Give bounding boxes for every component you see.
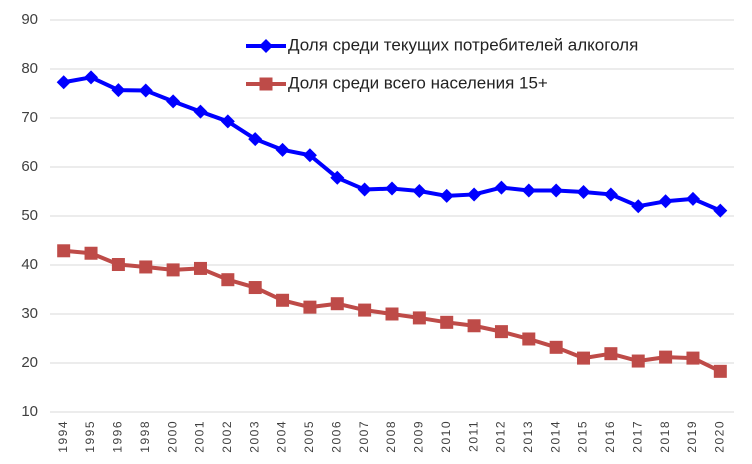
point [494, 325, 508, 339]
x-tick-label: 2012 [494, 420, 508, 453]
point [686, 351, 700, 365]
x-tick-label: 1998 [138, 420, 152, 453]
point [275, 142, 290, 157]
point [221, 273, 235, 287]
point [385, 307, 399, 321]
point [56, 75, 71, 90]
point [685, 191, 700, 206]
point [358, 303, 372, 317]
point [439, 188, 454, 203]
x-tick-label: 1994 [56, 420, 70, 453]
x-tick-label: 2004 [275, 420, 289, 453]
x-tick-label: 2005 [302, 420, 316, 453]
point [303, 300, 317, 314]
x-tick-label: 2006 [329, 420, 343, 453]
x-tick-label: 2013 [521, 420, 535, 453]
point [84, 246, 98, 260]
point [57, 244, 71, 258]
y-tick-label: 10 [21, 403, 38, 420]
x-tick-label: 1995 [83, 420, 97, 453]
y-tick-label: 70 [21, 109, 38, 126]
y-tick-label: 50 [21, 207, 38, 224]
point [549, 340, 563, 354]
legend-marker [259, 39, 273, 53]
point [193, 261, 207, 275]
point [494, 180, 509, 195]
x-tick-label: 2003 [247, 420, 261, 453]
point [220, 114, 235, 129]
point [276, 293, 290, 307]
point [139, 260, 153, 274]
point [658, 194, 673, 209]
point [549, 183, 564, 198]
x-tick-label: 2008 [384, 420, 398, 453]
point [330, 170, 345, 185]
point [576, 184, 591, 199]
point [659, 350, 673, 364]
x-tick-label: 1996 [111, 420, 125, 453]
x-tick-label: 2001 [193, 420, 207, 453]
point [357, 182, 372, 197]
x-tick-label: 2014 [548, 420, 562, 453]
point [631, 354, 645, 368]
x-tick-label: 2002 [220, 420, 234, 453]
y-tick-label: 60 [21, 158, 38, 175]
point [166, 263, 180, 277]
y-tick-label: 80 [21, 60, 38, 77]
x-tick-label: 2017 [630, 420, 644, 453]
point [713, 203, 728, 218]
y-tick-label: 90 [21, 11, 38, 28]
x-tick-label: 2019 [685, 420, 699, 453]
x-tick-label: 2016 [603, 420, 617, 453]
point [631, 199, 646, 214]
point [440, 315, 454, 329]
x-tick-label: 2000 [165, 420, 179, 453]
legend-label: Доля среди текущих потребителей алкоголя [288, 35, 638, 54]
x-tick-label: 2015 [576, 420, 590, 453]
point [521, 183, 536, 198]
point [604, 347, 618, 361]
y-tick-label: 30 [21, 305, 38, 322]
legend-marker [259, 77, 273, 91]
point [713, 364, 727, 378]
x-tick-label: 2020 [712, 420, 726, 453]
point [111, 258, 125, 272]
point [603, 187, 618, 202]
point [248, 132, 263, 147]
x-tick-label: 2007 [357, 420, 371, 453]
point [166, 94, 181, 109]
point [412, 311, 426, 325]
point [193, 104, 208, 119]
x-tick-label: 2009 [412, 420, 426, 453]
point [111, 83, 126, 98]
point [330, 297, 344, 311]
y-tick-label: 20 [21, 354, 38, 371]
point [248, 281, 262, 295]
point [385, 181, 399, 196]
point [577, 351, 591, 365]
point [467, 319, 481, 333]
x-tick-label: 2011 [466, 420, 480, 452]
point [84, 70, 99, 85]
x-tick-label: 2018 [658, 420, 672, 453]
point [467, 187, 482, 202]
point [138, 83, 153, 98]
x-tick-label: 2010 [439, 420, 453, 453]
point [412, 184, 427, 199]
point [302, 148, 317, 163]
legend-label: Доля среди всего населения 15+ [288, 73, 548, 92]
y-tick-label: 40 [21, 256, 38, 273]
point [522, 332, 536, 346]
